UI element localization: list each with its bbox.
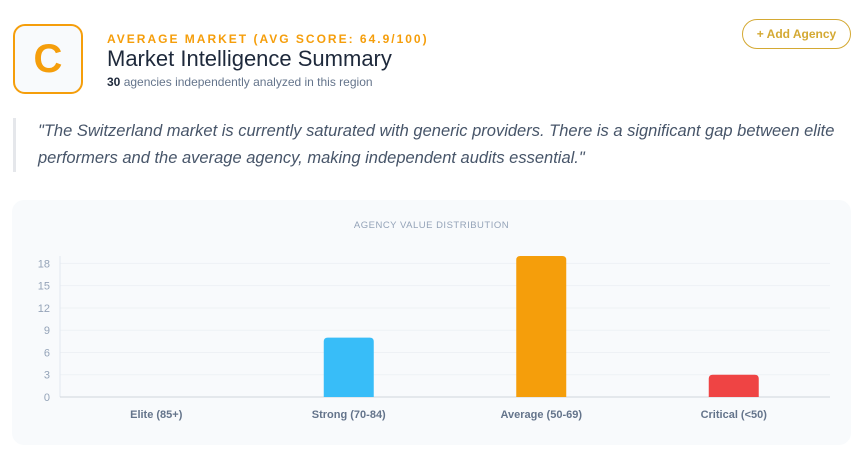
y-tick-label: 9 (44, 325, 50, 337)
agency-count: 30 (107, 75, 121, 89)
chart-title: AGENCY VALUE DISTRIBUTION (353, 220, 510, 231)
x-tick-label: Strong (70-84) (312, 409, 386, 421)
bar-critical (708, 374, 759, 397)
y-tick-label: 6 (44, 347, 50, 359)
agency-count-subtitle: 30 agencies independently analyzed in th… (107, 75, 373, 89)
y-tick-label: 3 (44, 370, 50, 382)
x-tick-label: Average (50-69) (500, 409, 582, 421)
x-tick-label: Elite (85+) (130, 409, 183, 421)
add-agency-button[interactable]: + Add Agency (742, 19, 851, 49)
chart-card: AGENCY VALUE DISTRIBUTION 0 3 6 9 12 15 18 Elit… (12, 200, 851, 445)
y-tick-label: 15 (38, 281, 50, 293)
market-quote: "The Switzerland market is currently sat… (13, 118, 843, 172)
page-title: Market Intelligence Summary (107, 46, 392, 71)
y-tick-label: 18 (38, 258, 50, 270)
grade-badge: C (13, 24, 83, 94)
bar-average (516, 256, 567, 397)
y-tick-label: 12 (38, 303, 50, 315)
y-tick-label: 0 (44, 392, 50, 404)
bar-chart: 0 3 6 9 12 15 18 Elite (85+) Strong (70-84) Avera… (38, 256, 830, 421)
x-tick-label: Critical (<50) (701, 409, 768, 421)
bar-strong (323, 337, 374, 397)
market-kicker: AVERAGE MARKET (AVG SCORE: 64.9/100) (107, 32, 429, 46)
subtitle-text: agencies independently analyzed in this … (120, 75, 373, 89)
